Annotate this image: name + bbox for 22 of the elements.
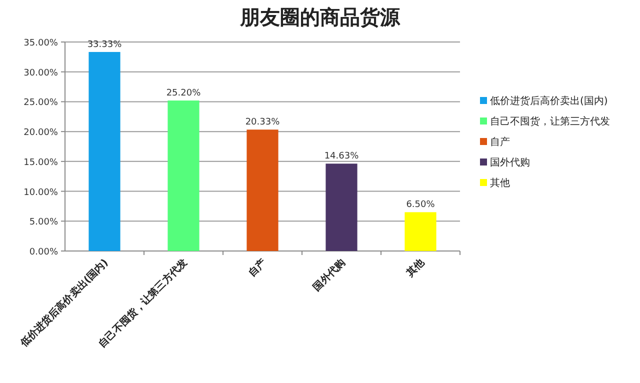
y-tick-label: 20.00%	[24, 128, 58, 138]
legend-label: 国外代购	[490, 158, 530, 168]
data-label: 33.33%	[87, 40, 122, 50]
legend-label: 自己不囤货，让第三方代发	[490, 116, 610, 128]
legend-label: 自产	[490, 136, 510, 148]
y-tick-label: 0.00%	[29, 248, 58, 258]
x-tick-label: 国外代购	[310, 256, 348, 294]
y-tick-label: 5.00%	[29, 218, 58, 228]
x-tick-label: 自产	[246, 256, 269, 280]
data-label: 20.33%	[245, 118, 280, 128]
y-tick-label: 30.00%	[24, 68, 58, 78]
chart-title: 朋友圈的商品货源	[239, 5, 401, 29]
data-label: 14.63%	[324, 152, 360, 162]
data-label: 6.50%	[406, 200, 436, 210]
legend-label: 低价进货后高价卖出(国内)	[490, 95, 608, 107]
data-label: 25.20%	[166, 88, 202, 99]
y-tick-label: 25.00%	[24, 98, 58, 108]
y-tick-label: 10.00%	[24, 188, 58, 198]
legend-label: 其他	[490, 177, 510, 189]
y-tick-label: 15.00%	[24, 158, 58, 168]
y-tick-label: 35.00%	[24, 38, 58, 48]
x-tick-label: 其他	[403, 256, 428, 280]
